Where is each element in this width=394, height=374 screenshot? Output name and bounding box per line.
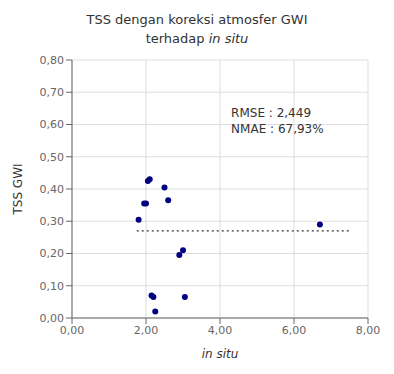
html-text:terhadap in situ: terhadap in situ xyxy=(145,31,249,46)
svg-text:0,70: 0,70 xyxy=(40,86,65,99)
svg-text:0,60: 0,60 xyxy=(40,118,65,131)
svg-text:TSS GWI: TSS GWI xyxy=(11,163,25,215)
html-text:TSS dengan koreksi atmosfer GW: TSS dengan koreksi atmosfer GWI xyxy=(86,12,308,27)
svg-text:0,20: 0,20 xyxy=(40,247,65,260)
svg-text:6,00: 6,00 xyxy=(282,324,307,337)
svg-text:4,00: 4,00 xyxy=(208,324,233,337)
svg-text:2,00: 2,00 xyxy=(134,324,159,337)
svg-text:0,50: 0,50 xyxy=(40,151,65,164)
svg-text:in situ: in situ xyxy=(202,347,239,361)
svg-text:0,00: 0,00 xyxy=(60,324,85,337)
svg-text:0,30: 0,30 xyxy=(40,215,65,228)
svg-text:0,00: 0,00 xyxy=(40,312,65,325)
svg-text:0,10: 0,10 xyxy=(40,280,65,293)
svg-text:RMSE : 2,449NMAE : 67,93%: RMSE : 2,449NMAE : 67,93% xyxy=(231,106,324,136)
svg-text:8,00: 8,00 xyxy=(356,324,381,337)
svg-text:0,80: 0,80 xyxy=(40,54,65,67)
svg-text:0,40: 0,40 xyxy=(40,183,65,196)
